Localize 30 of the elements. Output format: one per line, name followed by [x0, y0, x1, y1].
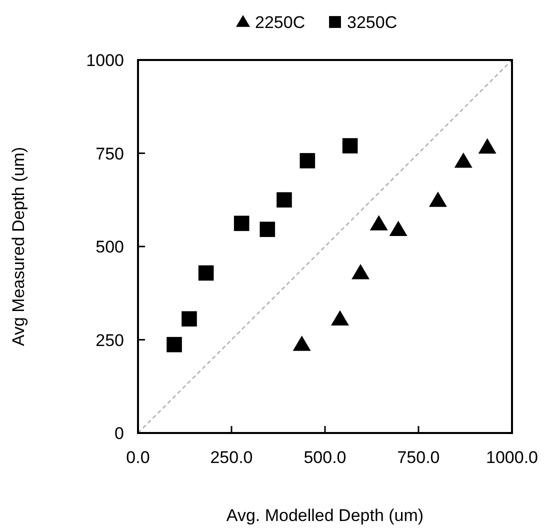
- point: [389, 220, 408, 236]
- point: [370, 215, 388, 230]
- y-axis-title: Avg Measured Depth (um): [9, 146, 28, 346]
- point: [182, 311, 197, 327]
- point: [234, 216, 250, 232]
- point: [198, 265, 214, 281]
- point: [342, 138, 358, 154]
- x-tick-label: 500.0: [304, 448, 346, 467]
- y-tick-label: 750: [96, 144, 124, 164]
- point: [352, 264, 370, 280]
- point: [300, 153, 316, 168]
- y-tick-label: 250: [96, 330, 124, 350]
- point: [166, 336, 182, 352]
- x-tick-label: 1000.0: [486, 448, 538, 467]
- point: [276, 192, 292, 208]
- point: [428, 192, 447, 207]
- y-tick-label: 1000: [86, 51, 124, 70]
- legend-label: 3250C: [347, 13, 398, 32]
- y-tick-label: 0: [114, 424, 124, 443]
- point: [292, 336, 311, 351]
- point: [330, 310, 349, 326]
- point: [454, 152, 472, 168]
- x-tick-label: 0.0: [126, 448, 150, 467]
- x-axis-title: Avg. Modelled Depth (um): [226, 506, 424, 525]
- x-tick-label: 750.0: [397, 448, 440, 467]
- point: [478, 138, 496, 154]
- x-tick-label: 250.0: [210, 448, 253, 467]
- point: [260, 222, 276, 237]
- y-tick-label: 500: [96, 238, 124, 256]
- legend-label: 2250C: [255, 13, 306, 32]
